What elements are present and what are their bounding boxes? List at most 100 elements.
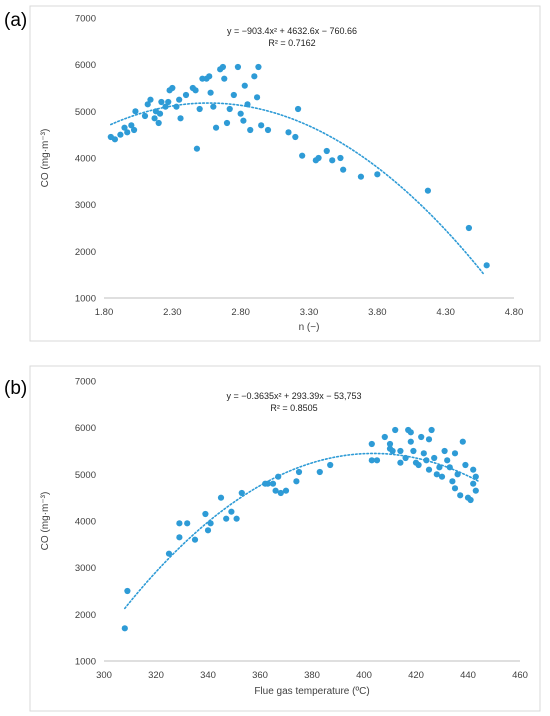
data-point (340, 166, 347, 173)
data-point (470, 466, 477, 473)
data-point (230, 91, 237, 99)
data-point (449, 478, 456, 485)
data-point (465, 224, 472, 232)
data-point (165, 550, 173, 557)
data-point (264, 480, 271, 487)
x-tick-label: 2.80 (231, 307, 250, 318)
data-point (295, 468, 303, 476)
data-point (176, 96, 183, 103)
data-point (357, 173, 365, 180)
data-point (206, 73, 213, 80)
data-point (226, 105, 233, 113)
y-tick-label: 7000 (75, 377, 96, 388)
data-point (441, 447, 448, 455)
x-axis-label: n (−) (299, 322, 320, 333)
data-point (176, 534, 183, 541)
data-point (240, 117, 247, 124)
chart-b: 1000 2000 3000 4000 5000 6000 7000 300 320 340 360… (40, 377, 528, 698)
data-point (462, 461, 469, 469)
data-point (386, 440, 394, 448)
x-tick-label: 3.80 (368, 307, 387, 318)
data-point (424, 187, 431, 194)
data-point (132, 108, 139, 115)
data-point (117, 131, 124, 138)
x-tick-label: 440 (460, 670, 476, 681)
data-point (165, 98, 172, 106)
data-point (223, 119, 231, 127)
data-point (397, 459, 404, 466)
data-point (337, 154, 344, 162)
y-tick-label: 4000 (75, 154, 96, 165)
data-point (207, 89, 214, 96)
panel-a-frame (29, 5, 541, 342)
data-point (158, 98, 165, 106)
data-point (293, 478, 300, 485)
x-tick-label: 2.30 (163, 307, 182, 318)
data-point (124, 587, 131, 595)
data-point (221, 75, 228, 82)
x-tick-label: 380 (304, 670, 320, 681)
data-point (237, 110, 244, 117)
data-point (184, 520, 191, 527)
x-tick-label: 3.30 (300, 307, 319, 318)
data-point (436, 464, 443, 471)
data-point (402, 454, 409, 462)
data-point (253, 94, 261, 101)
r-squared-label: R² = 0.8505 (270, 403, 317, 413)
data-point (144, 101, 151, 108)
data-point (374, 171, 381, 178)
data-point (373, 457, 381, 464)
x-tick-label: 4.80 (505, 307, 524, 318)
data-point (247, 126, 254, 134)
x-tick-label: 360 (252, 670, 268, 681)
data-point (327, 461, 334, 469)
x-axis-label: Flue gas temperature (ºC) (254, 686, 369, 697)
data-point (258, 122, 265, 129)
data-point (410, 447, 417, 455)
data-point (173, 103, 180, 110)
data-point (255, 63, 262, 71)
data-point (130, 126, 138, 134)
data-point (415, 461, 422, 469)
data-point (176, 520, 183, 527)
y-axis-label: CO (mg·m⁻³) (40, 492, 51, 551)
x-tick-label: 300 (96, 670, 112, 681)
data-point (251, 73, 258, 80)
data-point (299, 152, 306, 159)
data-point (431, 454, 438, 462)
data-point (233, 515, 240, 522)
y-tick-label: 4000 (75, 517, 96, 528)
data-point (451, 485, 459, 492)
trendline (110, 102, 485, 276)
data-point (285, 129, 292, 136)
y-tick-label: 1000 (75, 294, 96, 305)
y-tick-label: 7000 (75, 14, 96, 25)
data-point (124, 129, 131, 136)
panel-b: (b) 1000 2000 3000 4000 5000 6000 7000 300 320 34… (4, 365, 541, 712)
data-point (418, 433, 425, 441)
panel-b-frame (29, 365, 541, 712)
data-point (425, 466, 433, 473)
data-point (397, 447, 404, 455)
x-tick-label: 460 (512, 670, 528, 681)
data-point (407, 438, 414, 445)
data-point (292, 133, 299, 141)
data-point (420, 450, 427, 457)
data-point (425, 436, 433, 443)
y-tick-label: 5000 (75, 470, 96, 481)
data-point (223, 515, 230, 522)
data-point (162, 103, 169, 110)
equation-label: y = −0.3635x² + 293.39x − 53,753 (226, 391, 361, 401)
x-tick-label: 340 (200, 670, 216, 681)
y-tick-label: 3000 (75, 200, 96, 211)
y-tick-label: 5000 (75, 107, 96, 118)
data-point (202, 510, 209, 518)
data-point (316, 468, 323, 476)
panel-a-label: (a) (4, 10, 27, 31)
data-point (264, 126, 272, 134)
data-point (457, 492, 464, 499)
data-point (315, 154, 322, 162)
data-point (392, 426, 399, 434)
y-tick-label: 6000 (75, 423, 96, 434)
data-point (121, 625, 128, 632)
